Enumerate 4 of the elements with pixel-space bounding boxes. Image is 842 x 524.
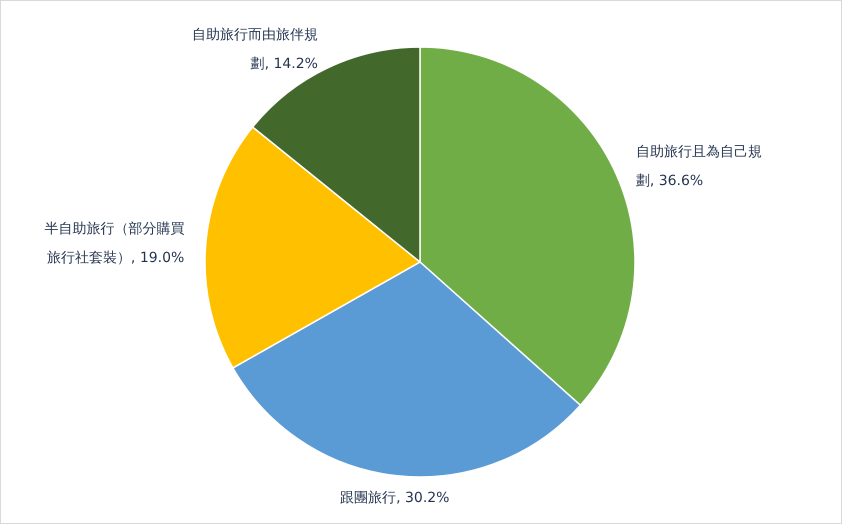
- slice-label: 跟團旅行, 30.2%: [340, 490, 450, 506]
- slice-label: 半自助旅行（部分購買旅行社套裝）, 19.0%: [44, 221, 184, 266]
- slice-label: 自助旅行且為自己規劃, 36.6%: [636, 144, 762, 189]
- slice-label: 自助旅行而由旅伴規劃, 14.2%: [192, 27, 318, 72]
